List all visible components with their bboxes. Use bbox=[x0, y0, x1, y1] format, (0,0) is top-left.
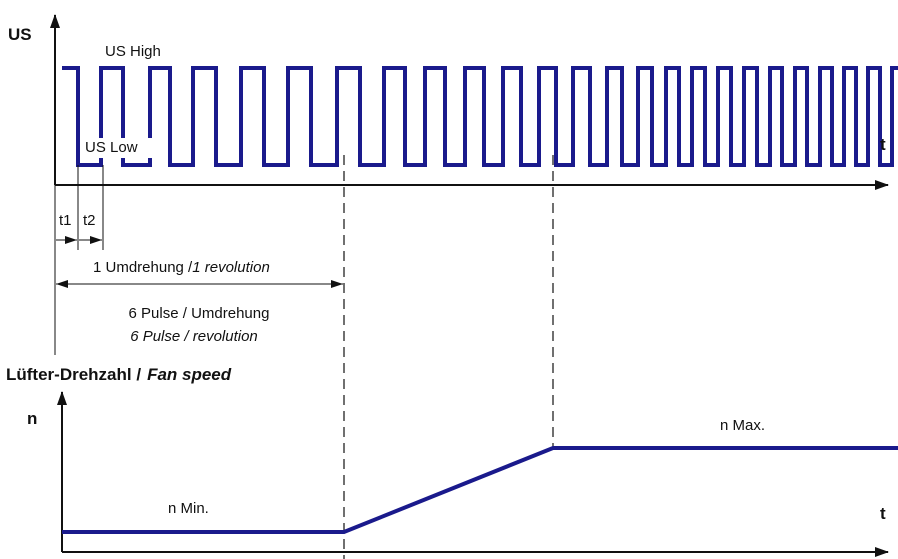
n-max-label: n Max. bbox=[720, 417, 765, 434]
pulses-label-de: 6 Pulse / Umdrehung bbox=[129, 305, 270, 322]
high-label-bg bbox=[102, 40, 190, 60]
pulse-signal bbox=[62, 66, 898, 167]
revolution-label: 1 Umdrehung /1 revolution bbox=[93, 259, 270, 276]
pulses-label-en: 6 Pulse / revolution bbox=[130, 328, 258, 345]
us-high-label: US High bbox=[105, 43, 161, 60]
top-y-axis-label: US bbox=[8, 25, 32, 44]
us-low-label: US Low bbox=[85, 139, 138, 156]
t2-label: t2 bbox=[83, 212, 96, 229]
fan-speed-title-de: Lüfter-Drehzahl / bbox=[6, 365, 141, 384]
revolution-label-en: 1 revolution bbox=[192, 259, 270, 276]
revolution-label-de: 1 Umdrehung / bbox=[93, 259, 193, 276]
bottom-x-axis-label: t bbox=[880, 504, 886, 523]
bottom-chart: Lüfter-Drehzahl / Fan speed n t n Min. n … bbox=[6, 365, 898, 557]
n-min-label: n Min. bbox=[168, 500, 209, 517]
fan-speed-title-en: Fan speed bbox=[147, 365, 232, 384]
bottom-y-axis-label: n bbox=[27, 409, 37, 428]
fan-speed-title: Lüfter-Drehzahl / Fan speed bbox=[6, 365, 232, 384]
fan-speed-curve bbox=[62, 446, 898, 534]
top-x-axis-label: t bbox=[880, 135, 886, 154]
t1-label: t1 bbox=[59, 212, 72, 229]
low-label-bg bbox=[82, 138, 158, 158]
top-chart: US t US High US Low t1 t2 1 Umdrehung /1… bbox=[8, 14, 898, 559]
